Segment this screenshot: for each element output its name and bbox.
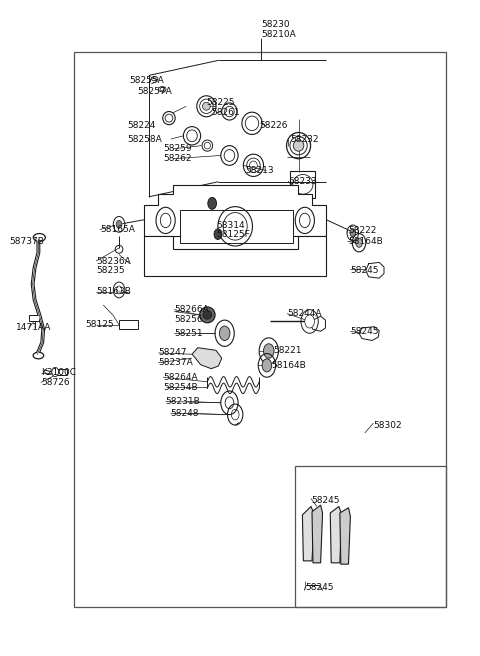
Ellipse shape [293, 140, 304, 152]
Text: 58213: 58213 [245, 166, 274, 175]
Text: 58264A: 58264A [163, 373, 198, 382]
Circle shape [356, 238, 362, 247]
Ellipse shape [203, 102, 210, 110]
Text: 58233: 58233 [288, 176, 317, 186]
Text: 58231B: 58231B [166, 397, 200, 406]
Polygon shape [144, 236, 326, 276]
Text: 58226: 58226 [259, 121, 288, 131]
Ellipse shape [165, 114, 173, 122]
Text: 58163B: 58163B [96, 287, 131, 297]
Text: 58125F: 58125F [216, 230, 250, 239]
Text: 58164B: 58164B [271, 361, 306, 370]
Circle shape [52, 367, 59, 377]
Circle shape [214, 229, 222, 239]
Ellipse shape [33, 352, 44, 359]
Polygon shape [192, 348, 222, 369]
Text: 58232: 58232 [290, 134, 319, 144]
Text: 58258A: 58258A [127, 134, 162, 144]
Circle shape [208, 197, 216, 209]
Text: 58224: 58224 [127, 121, 156, 131]
Bar [74, 52, 446, 607]
Text: 58237A: 58237A [158, 358, 193, 367]
Text: 58165A: 58165A [100, 225, 135, 234]
Polygon shape [330, 506, 342, 563]
Ellipse shape [33, 234, 45, 241]
Text: 58221: 58221 [274, 346, 302, 356]
Text: 58245: 58245 [311, 496, 339, 505]
Text: 58259: 58259 [163, 144, 192, 154]
Text: 58235: 58235 [96, 266, 125, 276]
Text: 58222: 58222 [348, 226, 376, 236]
Polygon shape [144, 185, 326, 236]
Bar [290, 171, 315, 198]
Text: 58257A: 58257A [137, 87, 171, 96]
Polygon shape [312, 505, 323, 563]
Text: 1471AA: 1471AA [16, 323, 51, 333]
Bar [55, 369, 67, 375]
Text: 58302: 58302 [373, 420, 402, 430]
Ellipse shape [203, 310, 212, 319]
Bar [295, 466, 446, 607]
Circle shape [225, 397, 234, 409]
Text: 58726: 58726 [41, 378, 70, 387]
Text: K2100C: K2100C [41, 368, 76, 377]
Text: 58266A: 58266A [174, 305, 209, 314]
Text: 58245: 58245 [305, 583, 333, 592]
Text: 58230: 58230 [262, 20, 290, 29]
Polygon shape [340, 508, 350, 564]
Text: 58262: 58262 [163, 154, 192, 163]
Polygon shape [180, 210, 293, 243]
Text: 58210A: 58210A [262, 30, 296, 39]
Text: 58261: 58261 [211, 108, 240, 117]
Text: 58248: 58248 [170, 409, 199, 418]
Text: 58245: 58245 [350, 327, 379, 336]
Bar [119, 320, 138, 329]
Text: 58164B: 58164B [348, 237, 383, 246]
Text: 58256: 58256 [174, 315, 203, 324]
Circle shape [305, 315, 314, 328]
Circle shape [116, 220, 122, 228]
Text: 58245: 58245 [350, 266, 379, 275]
Circle shape [264, 344, 274, 358]
Circle shape [350, 229, 356, 237]
Polygon shape [302, 506, 314, 561]
Ellipse shape [200, 307, 215, 323]
Text: 58244A: 58244A [287, 309, 322, 318]
Circle shape [262, 359, 272, 372]
Text: 58247: 58247 [158, 348, 187, 358]
Text: 58236A: 58236A [96, 256, 131, 266]
Text: 58225: 58225 [206, 98, 235, 108]
Text: 58314: 58314 [216, 220, 245, 230]
Text: 58251: 58251 [174, 329, 203, 338]
Text: 58125: 58125 [85, 320, 114, 329]
Circle shape [219, 326, 230, 340]
Bar [29, 315, 39, 321]
Ellipse shape [160, 87, 164, 91]
Text: 58255A: 58255A [130, 76, 164, 85]
Text: 58254B: 58254B [163, 382, 198, 392]
Text: 58737B: 58737B [10, 237, 45, 246]
